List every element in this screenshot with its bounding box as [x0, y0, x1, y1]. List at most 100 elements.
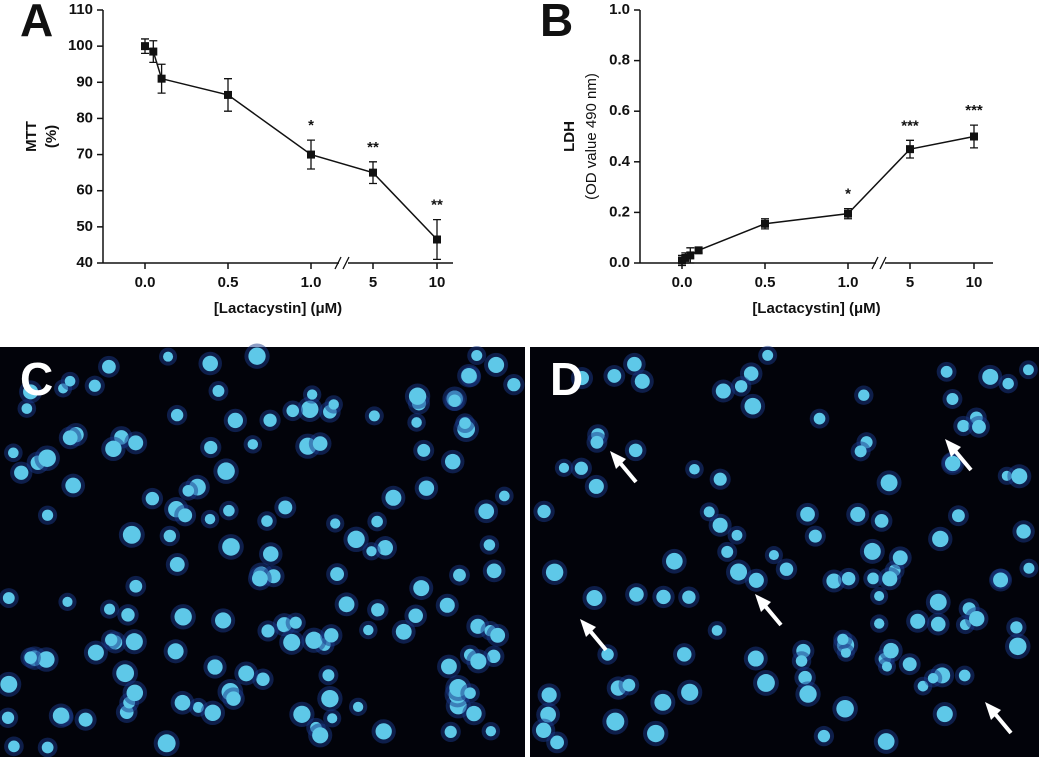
cell-nucleus [874, 591, 885, 602]
cell-nucleus [439, 597, 455, 613]
cell-nucleus [330, 518, 341, 529]
axis-break-gap [876, 257, 885, 269]
cell-nucleus [251, 570, 268, 587]
cell-nucleus [1016, 524, 1031, 539]
cell-nucleus [957, 419, 970, 433]
cell-nucleus [464, 687, 476, 699]
cell-nucleus [574, 461, 588, 475]
cell-nucleus [826, 573, 842, 589]
cell-nucleus [377, 540, 393, 556]
cell-nucleus [747, 650, 764, 667]
cell-nucleus [951, 509, 965, 523]
y-tick-label: 0.0 [609, 254, 630, 271]
x-tick-label: 1.0 [838, 274, 859, 291]
cell-nucleus [550, 735, 565, 750]
cell-nucleus [808, 529, 822, 543]
cell-nucleus [395, 623, 412, 640]
cell-nucleus [656, 589, 671, 605]
cell-nucleus [487, 649, 501, 664]
cell-nucleus [863, 542, 881, 560]
cell-nucleus [982, 368, 999, 385]
cell-nucleus [238, 665, 255, 682]
arrow-head [755, 594, 771, 612]
cell-nucleus [1009, 637, 1027, 656]
y-tick-label: 80 [76, 109, 93, 126]
data-point [906, 145, 914, 154]
data-line [681, 135, 975, 262]
cell-nucleus [779, 562, 794, 576]
cell-nucleus [689, 463, 700, 475]
micrograph [530, 345, 1039, 757]
y-tick-label: 70 [76, 146, 93, 163]
cell-nucleus [711, 625, 723, 636]
cell-nucleus [261, 624, 275, 638]
data-line [144, 45, 438, 241]
cell-nucleus [881, 661, 893, 672]
x-tick-label: 0.0 [135, 274, 156, 291]
cell-nucleus [371, 603, 385, 617]
cell-nucleus [321, 689, 339, 708]
cell-nucleus [444, 453, 461, 470]
cell-nucleus [204, 704, 221, 722]
cell-nucleus [629, 587, 644, 602]
significance-label: * [308, 117, 314, 134]
y-tick-label: 1.0 [609, 1, 630, 18]
y-tick-label: 0.8 [609, 52, 630, 69]
cell-nucleus [2, 592, 15, 604]
cell-nucleus [312, 727, 329, 744]
significance-label: ** [367, 139, 379, 156]
cell-nucleus [278, 500, 293, 515]
cell-nucleus [654, 693, 672, 711]
cell-nucleus [858, 389, 870, 401]
cell-nucleus [743, 366, 759, 381]
cell-nucleus [62, 596, 73, 607]
cell-nucleus [157, 734, 176, 753]
cell-nucleus [535, 722, 552, 738]
cell-nucleus [174, 608, 192, 626]
cell-nucleus [486, 563, 502, 579]
cell-nucleus [121, 608, 135, 622]
cell-nucleus [327, 713, 338, 724]
y-axis-label-unit: (%) [43, 125, 60, 148]
cell-nucleus [715, 383, 731, 399]
x-axis-label: [Lactacystin] (μM) [752, 300, 880, 317]
cell-nucleus [744, 397, 762, 415]
cell-nucleus [993, 572, 1009, 588]
cell-nucleus [712, 517, 728, 533]
cell-nucleus [541, 687, 557, 703]
cell-nucleus [204, 440, 218, 455]
cell-nucleus [286, 404, 300, 418]
cell-nucleus [62, 430, 78, 446]
arrow-head [985, 702, 1001, 720]
cell-nucleus [375, 723, 392, 740]
cell-nucleus [574, 370, 590, 386]
cell-nucleus [328, 399, 339, 410]
cell-nucleus [867, 572, 879, 585]
cell-nucleus [936, 705, 953, 723]
cell-nucleus [352, 701, 364, 712]
cell-nucleus [795, 655, 808, 667]
cell-nucleus [163, 351, 174, 362]
cell-nucleus [312, 436, 328, 451]
panel-label: C [20, 353, 53, 405]
x-tick-label: 0.0 [672, 274, 693, 291]
cell-nucleus [874, 618, 885, 629]
data-point [307, 150, 315, 159]
cell-nucleus [628, 443, 643, 458]
cell-nucleus [385, 489, 402, 506]
cell-nucleus [627, 356, 642, 372]
data-point [844, 209, 852, 218]
y-axis-label-unit: (OD value 490 nm) [583, 73, 600, 200]
cell-nucleus [748, 572, 764, 588]
cell-nucleus [14, 465, 29, 480]
x-tick-label: 0.5 [755, 274, 776, 291]
cell-nucleus [607, 369, 622, 383]
cell-nucleus [105, 633, 118, 646]
axis-break-gap [339, 257, 348, 269]
cell-nucleus [1023, 364, 1034, 376]
y-tick-label: 50 [76, 218, 93, 235]
cell-nucleus [105, 440, 122, 458]
cell-nucleus [368, 410, 380, 422]
cell-nucleus [322, 669, 335, 682]
cell-nucleus [256, 672, 270, 686]
